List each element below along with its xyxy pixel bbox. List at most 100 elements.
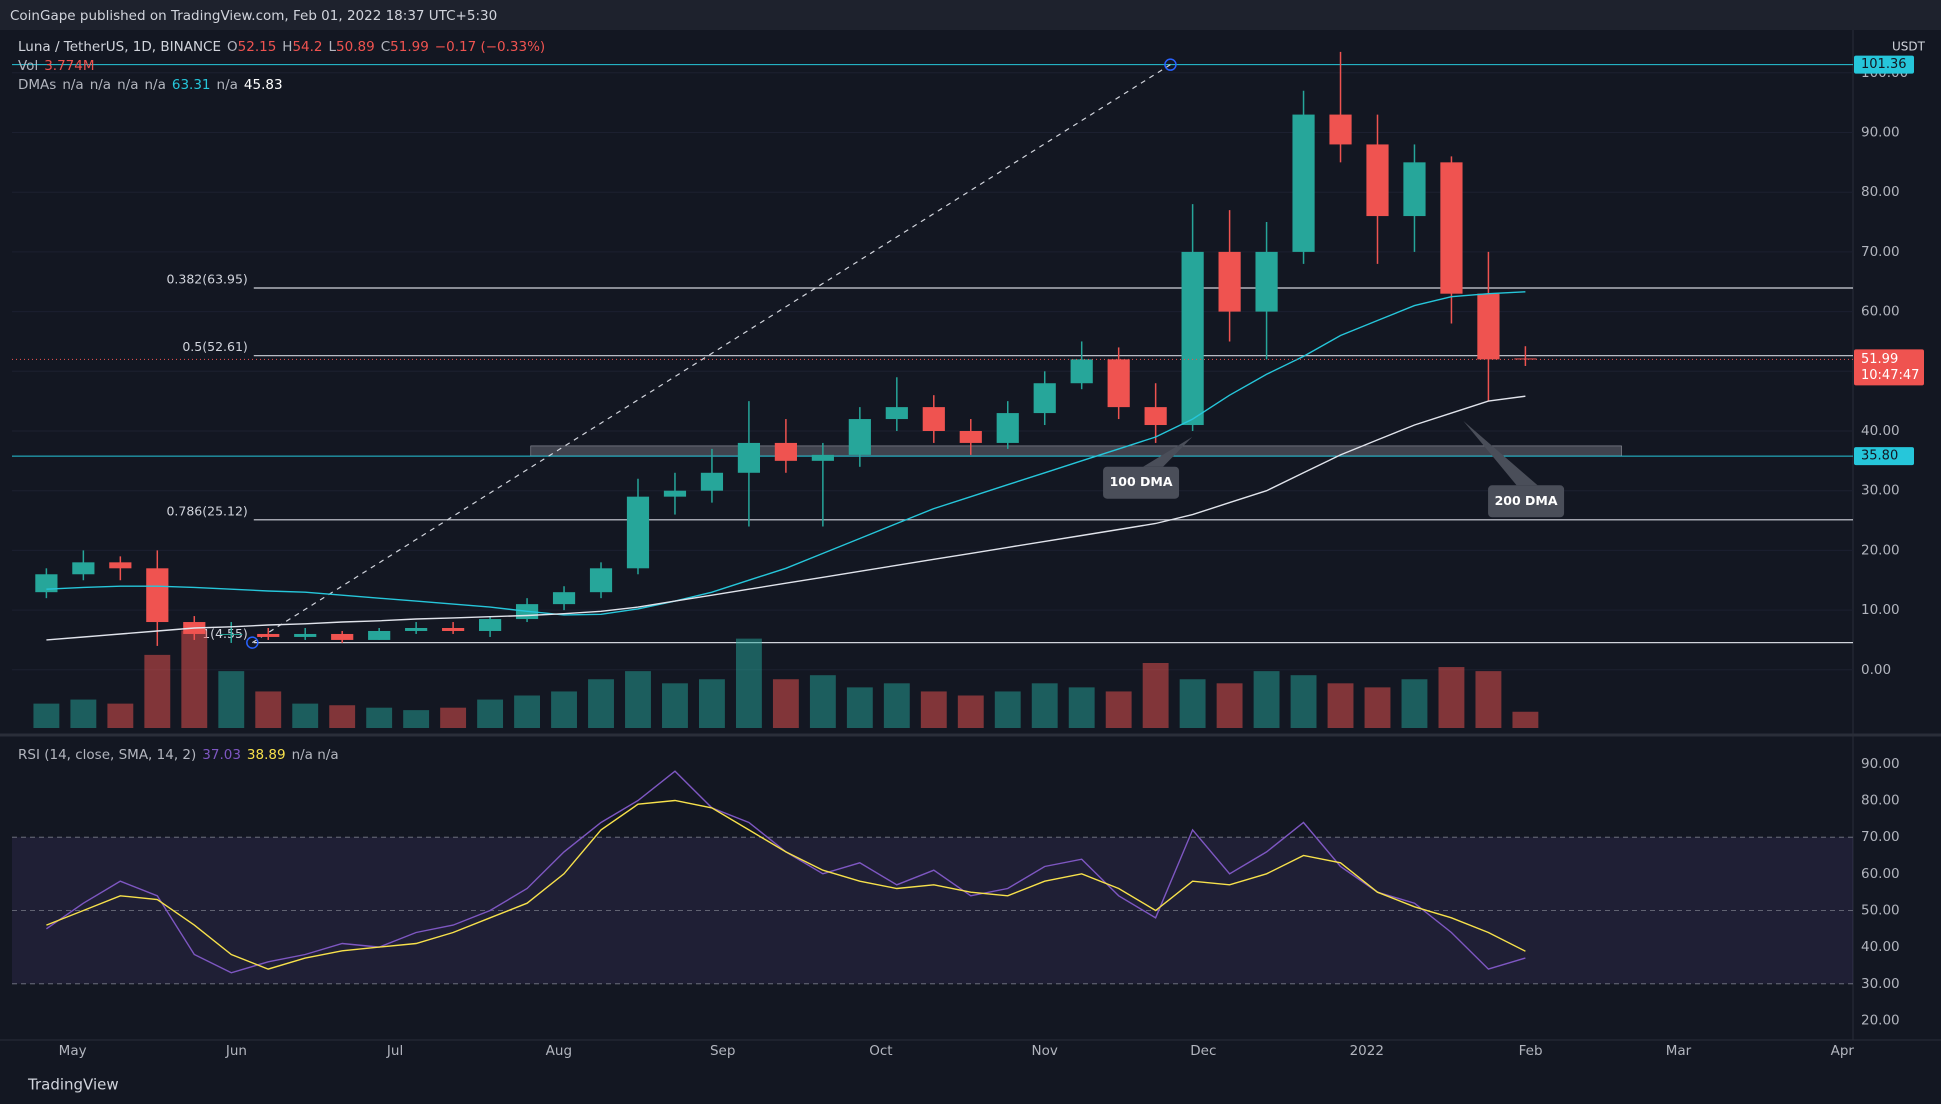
candle-body — [220, 633, 243, 635]
legend-item: 38.89 — [247, 747, 286, 763]
volume-bar — [735, 638, 762, 728]
anchor-point — [246, 636, 259, 649]
callout-pointer — [1143, 437, 1193, 467]
last-price: 51.99 — [1861, 352, 1898, 367]
candle-body — [1329, 114, 1352, 145]
y-tick-label: 30.00 — [1861, 483, 1900, 499]
candle-body — [331, 633, 354, 640]
x-tick-label: Oct — [869, 1043, 892, 1059]
legend-item: C — [381, 39, 390, 55]
rsi-line — [46, 799, 1526, 970]
legend-item: n/a — [117, 77, 138, 93]
candle-body — [478, 619, 502, 631]
volume-bar — [1253, 671, 1280, 728]
candle-body — [257, 633, 280, 637]
candle-body — [996, 413, 1019, 443]
dma-line — [46, 395, 1526, 641]
candle-body — [1033, 383, 1056, 414]
y-tick-label: 60.00 — [1861, 866, 1900, 882]
candle-body — [848, 419, 871, 455]
legend-row: Vol 3.774M — [18, 58, 95, 74]
price-tag-label: 101.36 — [1861, 57, 1907, 72]
candle-body — [72, 562, 95, 575]
candle-body — [1218, 251, 1241, 312]
volume-bar — [218, 671, 245, 728]
candle-body — [1403, 162, 1426, 217]
candle-body — [552, 592, 576, 605]
candle-body — [1181, 251, 1204, 426]
volume-bar — [107, 703, 134, 728]
candle-body — [1440, 162, 1463, 294]
legend-item: 37.03 — [202, 747, 241, 763]
volume-bar — [551, 691, 577, 728]
legend-item: n/a n/a — [292, 747, 339, 763]
volume-bar — [1105, 691, 1132, 728]
candle-body — [774, 442, 797, 461]
x-tick-label: Sep — [710, 1043, 735, 1059]
volume-bar — [70, 699, 97, 728]
candle-body — [1107, 359, 1130, 408]
volume-bar — [588, 679, 614, 728]
candle-body — [885, 407, 908, 420]
candle-body — [589, 568, 613, 593]
dma-line — [46, 291, 1526, 616]
price-tag — [1854, 55, 1914, 74]
candle-body — [1144, 407, 1167, 426]
volume-bar — [33, 703, 60, 728]
volume-bar — [514, 695, 541, 728]
volume-bar — [772, 679, 799, 728]
candle-body — [700, 472, 724, 491]
legend-row: Luna / TetherUS, 1D, BINANCE O52.15 H54.2 L… — [18, 39, 545, 55]
top-bar — [0, 0, 1941, 30]
volume-bar — [144, 654, 171, 728]
price-tag — [1854, 349, 1924, 386]
brand: TradingView — [27, 1076, 119, 1094]
volume-bar — [181, 630, 208, 728]
x-tick-label: Nov — [1032, 1043, 1058, 1059]
legend-item: n/a — [90, 77, 111, 93]
callout-pointer — [1463, 420, 1538, 486]
y-tick-label: 90.00 — [1861, 756, 1900, 772]
y-tick-label: 20.00 — [1861, 1012, 1900, 1028]
candle-body — [959, 430, 982, 443]
trend-line — [252, 64, 1171, 644]
x-tick-label: Mar — [1666, 1043, 1692, 1059]
candle-body — [368, 630, 391, 640]
volume-bar — [662, 683, 688, 728]
candle-body — [1514, 358, 1537, 360]
x-tick-label: Jul — [386, 1043, 403, 1059]
legend-item: 54.2 — [292, 39, 322, 55]
candle-body — [109, 562, 132, 569]
anchor-point — [1164, 58, 1177, 71]
volume-bar — [1216, 683, 1243, 728]
legend-item: n/a — [217, 77, 238, 93]
y-tick-label: 40.00 — [1861, 939, 1900, 955]
volume-bar — [809, 675, 836, 728]
legend-item: RSI (14, close, SMA, 14, 2) — [18, 747, 196, 763]
y-tick-label: 40.00 — [1861, 423, 1900, 439]
candle-body — [1477, 293, 1500, 360]
y-tick-label: 60.00 — [1861, 304, 1900, 320]
candle-body — [294, 633, 317, 637]
fib-label: 0.5(52.61) — [182, 339, 247, 354]
volume-bar — [329, 705, 356, 728]
candle-body — [811, 454, 834, 461]
currency: USDT — [1892, 40, 1926, 54]
legend-row: DMAs n/a n/a n/a n/a 63.31 n/a 45.83 — [18, 77, 283, 93]
candle-body — [922, 407, 945, 431]
x-tick-label: May — [59, 1043, 87, 1059]
candle-body — [146, 568, 169, 623]
callout-box — [1488, 485, 1565, 518]
volume-bar — [1401, 679, 1428, 728]
countdown: 10:47:47 — [1861, 368, 1919, 383]
x-tick-label: Dec — [1190, 1043, 1216, 1059]
legend-item: Luna / TetherUS, 1D, BINANCE — [18, 39, 221, 55]
volume-bar — [292, 703, 319, 728]
y-tick-label: 10.00 — [1861, 602, 1900, 618]
price-tag — [1854, 447, 1914, 466]
legend-item: n/a — [62, 77, 83, 93]
candle-body — [442, 628, 465, 631]
volume-bar — [883, 683, 910, 728]
y-tick-label: 30.00 — [1861, 976, 1900, 992]
